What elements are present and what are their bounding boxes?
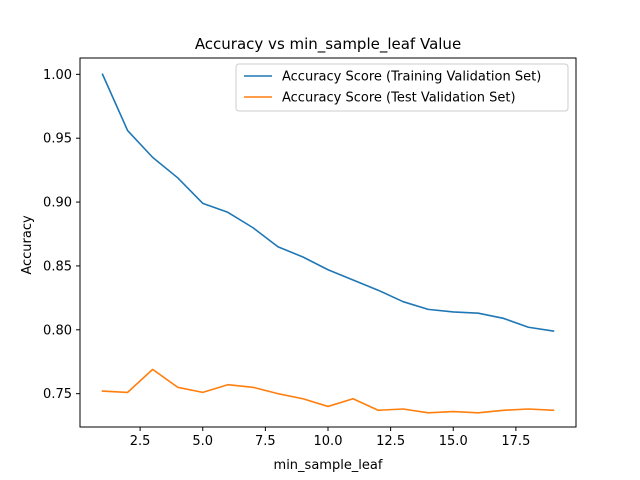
chart-title: Accuracy vs min_sample_leaf Value: [195, 35, 461, 54]
x-tick-label: 2.5: [130, 434, 151, 449]
series-line-2: [101, 368, 555, 414]
y-tick-label: 1.00: [43, 68, 72, 83]
x-tick-label: 15.0: [439, 434, 468, 449]
x-tick-label: 5.0: [192, 434, 213, 449]
y-tick-label: 0.75: [43, 387, 72, 402]
y-tick-label: 0.95: [43, 132, 72, 147]
y-tick-label: 0.90: [43, 196, 72, 211]
y-tick-label: 0.80: [43, 323, 72, 338]
x-tick-label: 10.0: [314, 434, 343, 449]
y-axis-title: Accuracy: [20, 215, 35, 275]
axes: 2.5 5.0 7.5 10.0 12.5 15.0 17.5 0.75 0.80 0.85 0.9…: [43, 57, 577, 449]
legend: Accuracy Score (Training Validation Set)…: [235, 63, 569, 112]
x-tick-label: 7.5: [255, 434, 276, 449]
legend-box: [235, 63, 569, 112]
legend-label-2: Accuracy Score (Test Validation Set): [282, 91, 516, 106]
legend-label-1: Accuracy Score (Training Validation Set): [282, 70, 541, 85]
plot-background: [80, 58, 576, 427]
series-layer: [101, 73, 555, 414]
x-tick-label: 12.5: [376, 434, 405, 449]
series-line-1: [101, 73, 555, 332]
plot-area: [80, 58, 576, 427]
x-tick-label: 17.5: [501, 434, 530, 449]
y-tick-label: 0.85: [43, 259, 72, 274]
x-axis-title: min_sample_leaf: [274, 458, 383, 473]
